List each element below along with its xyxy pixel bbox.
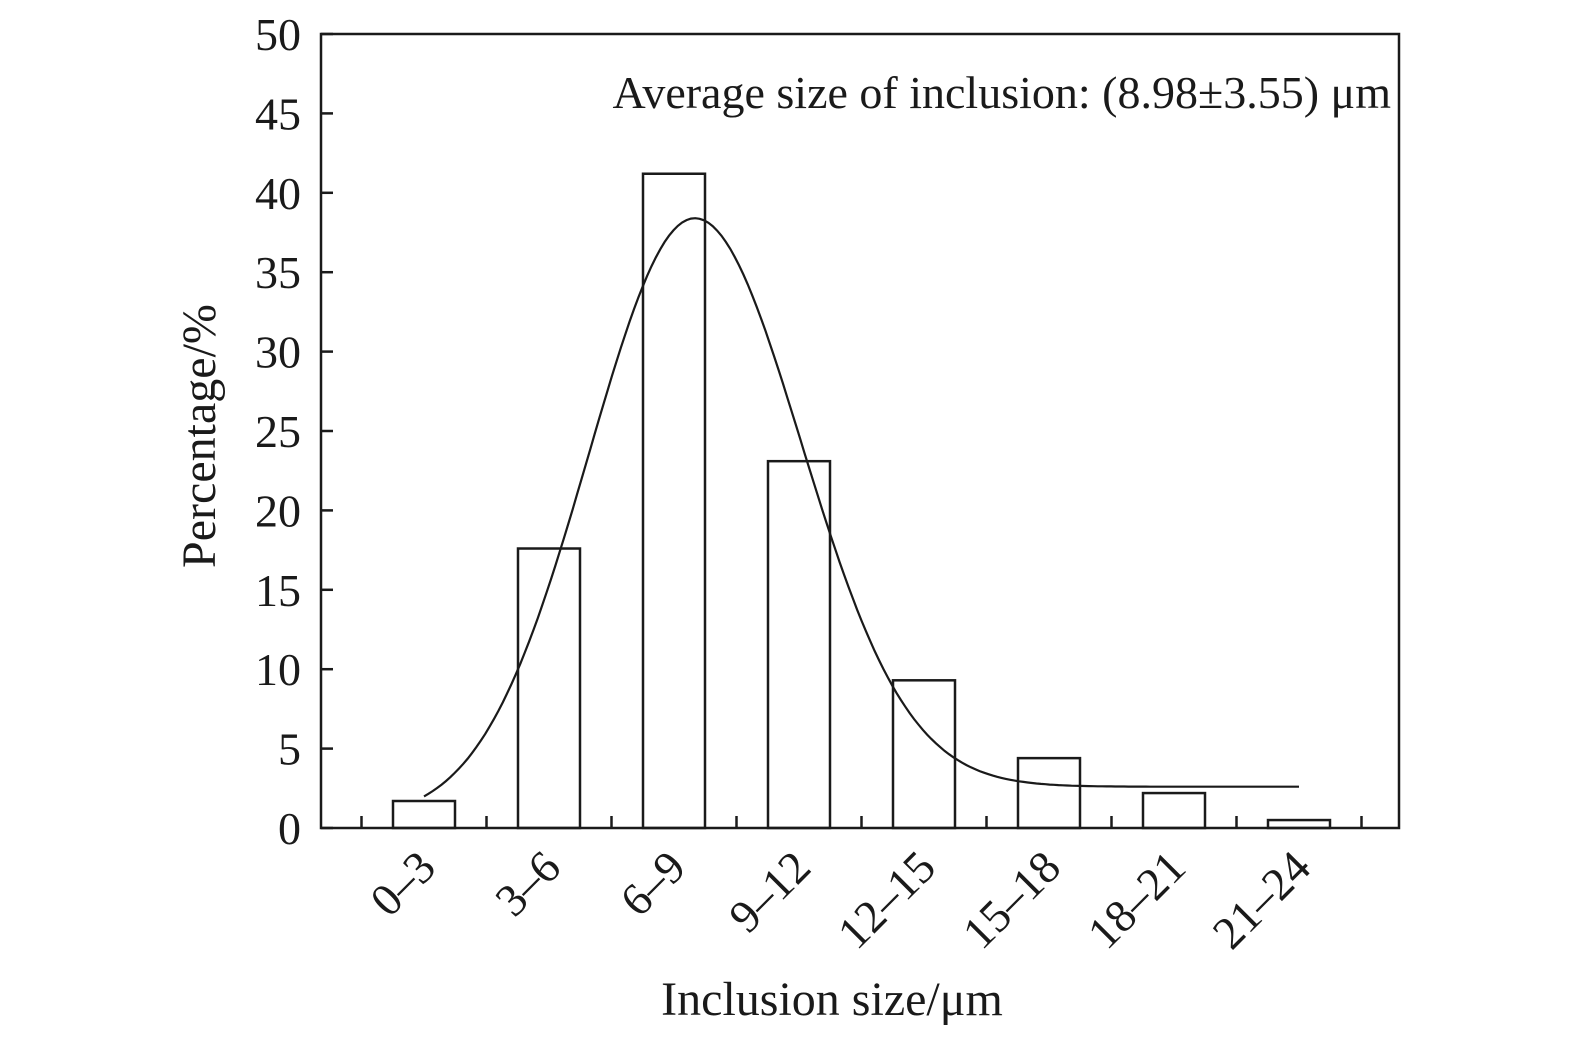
x-axis-ticks (360, 816, 1363, 828)
y-tick-label-5: 5 (278, 724, 301, 775)
y-axis-tick-labels: 0 5 10 15 20 25 30 35 40 45 50 (255, 9, 301, 854)
y-tick-label-25: 25 (255, 406, 301, 457)
y-axis-ticks (321, 32, 333, 830)
y-tick-label-30: 30 (255, 327, 301, 378)
y-axis-label: Percentage/% (173, 304, 226, 568)
x-tick-label-9–12: 9–12 (719, 841, 820, 942)
x-axis-label: Inclusion size/μm (661, 973, 1003, 1026)
x-tick-label-3–6: 3–6 (485, 841, 570, 926)
y-tick-label-0: 0 (278, 803, 301, 854)
bar-15–18 (1016, 756, 1082, 830)
x-tick-label-15–18: 15–18 (953, 841, 1070, 958)
y-tick-label-45: 45 (255, 88, 301, 139)
y-tick-label-15: 15 (255, 565, 301, 616)
x-tick-label-6–9: 6–9 (610, 841, 695, 926)
x-tick-label-12–15: 12–15 (828, 841, 945, 958)
bar-0–3 (391, 799, 457, 830)
y-tick-label-50: 50 (255, 9, 301, 60)
x-tick-label-0–3: 0–3 (360, 841, 445, 926)
y-tick-label-20: 20 (255, 485, 301, 536)
average-size-annotation: Average size of inclusion: (8.98±3.55) μ… (613, 67, 1392, 118)
plot-frame (319, 32, 1401, 830)
bar-18–21 (1141, 791, 1207, 830)
histogram-bars (391, 172, 1332, 830)
x-tick-label-18–21: 18–21 (1078, 841, 1195, 958)
x-axis-tick-labels: 0–3 3–6 6–9 9–12 12–15 15–18 18–21 21–24 (360, 841, 1320, 958)
x-tick-label-21–24: 21–24 (1203, 841, 1320, 958)
bar-6–9 (641, 172, 707, 830)
bar-9–12 (766, 459, 832, 830)
y-tick-label-10: 10 (255, 644, 301, 695)
y-tick-label-35: 35 (255, 247, 301, 298)
y-tick-label-40: 40 (255, 168, 301, 219)
fit-curve (423, 217, 1299, 798)
bar-3–6 (516, 547, 582, 830)
